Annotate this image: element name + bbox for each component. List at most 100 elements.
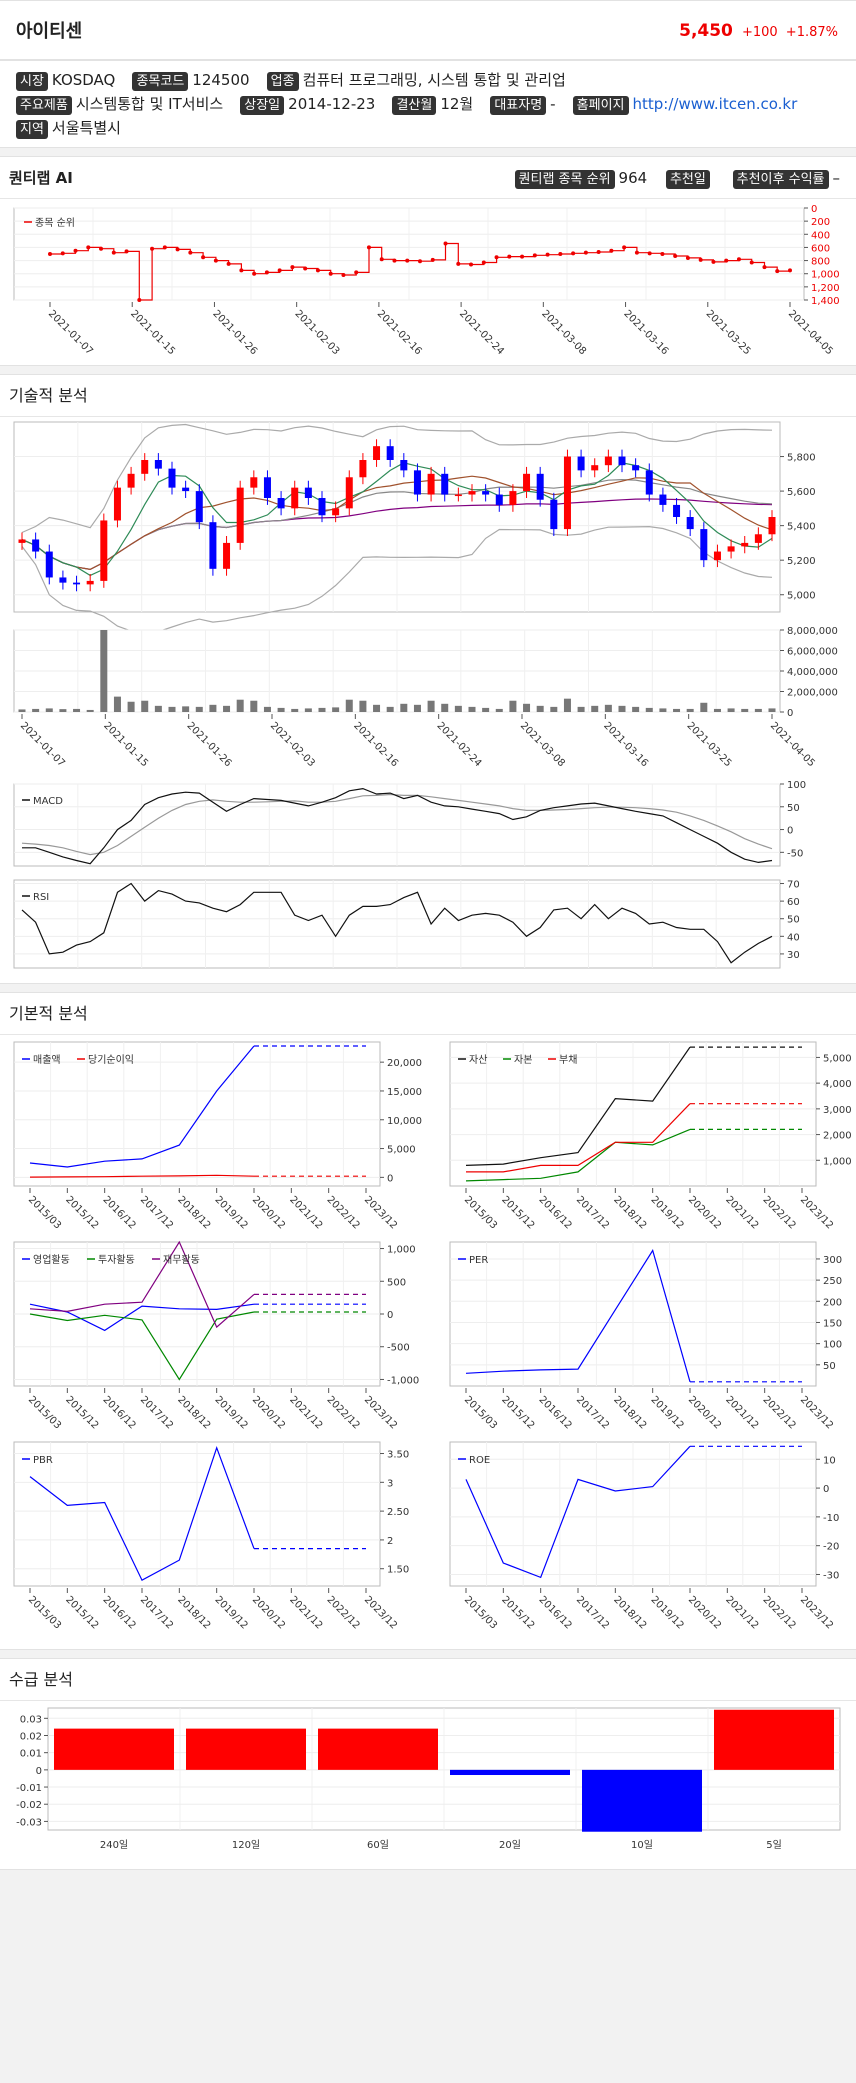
roe-xtick-label: 2020/12 <box>686 1594 723 1631</box>
candle-body <box>250 477 258 488</box>
rank-xtick-label: 2021-01-15 <box>128 308 177 357</box>
price-ytick-label: 5,600 <box>787 487 816 498</box>
macd-line <box>22 787 773 865</box>
volume-ytick-label: 8,000,000 <box>787 626 838 637</box>
volume-bar <box>113 696 121 712</box>
stock-price: 5,450 <box>679 21 733 41</box>
volume-bar <box>304 708 312 712</box>
sales-series-1 <box>29 1174 255 1178</box>
volume-bar <box>468 706 476 712</box>
volume-bar <box>482 707 490 712</box>
return-value: – <box>832 169 841 187</box>
candle-body <box>86 580 94 585</box>
assets-legend-label: 자산 <box>469 1054 487 1066</box>
price-xtick-label: 2021-03-25 <box>685 720 734 769</box>
candle-body <box>263 477 271 498</box>
rank-tag: 퀀티랩 종목 순위 <box>514 170 615 189</box>
rank-point <box>494 255 499 260</box>
supply-bar <box>318 1728 438 1770</box>
per-series-0 <box>465 1249 691 1382</box>
volume-bar <box>32 708 40 712</box>
rsi-ytick-label: 60 <box>787 897 800 908</box>
supply-bar <box>714 1709 834 1770</box>
candle-body <box>645 470 653 495</box>
rank-point <box>443 241 448 246</box>
candle-body <box>59 577 67 583</box>
supply-xtick-label: 120일 <box>232 1839 260 1851</box>
volume-bar <box>263 706 271 712</box>
homepage-link[interactable]: http://www.itcen.co.kr <box>632 95 798 113</box>
volume-bar <box>591 705 599 712</box>
volume-bar <box>700 702 708 712</box>
supply-xtick-label: 240일 <box>100 1839 128 1851</box>
rank-xtick-label: 2021-02-16 <box>375 308 424 357</box>
rank-point <box>788 268 792 273</box>
rank-point <box>341 273 346 278</box>
rank-point <box>226 261 231 266</box>
candle-body <box>345 477 353 509</box>
rank-point <box>188 250 193 255</box>
supply-ytick-label: 0 <box>36 1766 42 1777</box>
candle-body <box>100 520 108 581</box>
rank-point <box>175 247 180 252</box>
cashflow-xtick-label: 2022/12 <box>325 1394 362 1431</box>
ai-header: 퀀티랩 AI 퀀티랩 종목 순위 964 추천일 추천이후 수익률 – <box>0 157 856 199</box>
candle-body <box>32 539 40 552</box>
rank-point <box>124 249 129 254</box>
per-xtick-label: 2016/12 <box>537 1394 574 1431</box>
rank-ytick-label: 800 <box>811 257 830 268</box>
cashflow-legend-label: 영업활동 <box>33 1253 70 1266</box>
rsi-ytick-label: 50 <box>787 915 800 926</box>
assets-series-1 <box>465 1128 691 1182</box>
volume-bar <box>604 704 612 712</box>
per-ytick-label: 250 <box>823 1276 842 1287</box>
volume-bar <box>45 708 53 712</box>
per-xtick-label: 2020/12 <box>686 1394 723 1431</box>
per-legend-label: PER <box>469 1255 488 1266</box>
sales-xtick-label: 2020/12 <box>250 1194 287 1231</box>
supply-ytick-label: 0.03 <box>20 1714 42 1725</box>
roe-ytick-label: 10 <box>823 1455 836 1466</box>
roe-xtick-label: 2016/12 <box>537 1594 574 1631</box>
rank-point <box>239 268 244 273</box>
roe-xtick-label: 2018/12 <box>611 1594 648 1631</box>
candle-body <box>113 487 121 521</box>
supply-header: 수급 분석 <box>0 1659 856 1701</box>
assets-xtick-label: 2021/12 <box>723 1194 760 1231</box>
candle-body <box>413 470 421 495</box>
homepage-tag: 홈페이지 <box>572 96 629 115</box>
assets-ytick-label: 3,000 <box>823 1105 852 1116</box>
supply-bar <box>54 1728 174 1770</box>
candle-body <box>727 546 735 552</box>
volume-bar <box>386 706 394 712</box>
roe-ytick-label: 0 <box>823 1484 829 1495</box>
rank-point <box>303 266 308 271</box>
info-row-1: 시장 KOSDAQ 종목코드 124500 업종 컴퓨터 프로그래밍, 시스템 통합 … <box>16 69 578 91</box>
candle-body <box>332 508 340 516</box>
volume-ytick-label: 6,000,000 <box>787 647 838 658</box>
sales-ytick-label: 5,000 <box>387 1145 416 1156</box>
volume-bar <box>250 700 258 712</box>
sales-legend-label: 매출액 <box>33 1054 61 1066</box>
sales-xtick-label: 2023/12 <box>362 1194 399 1231</box>
volume-bar <box>168 706 176 712</box>
rank-ytick-label: 1,000 <box>811 270 840 281</box>
cashflow-xtick-label: 2016/12 <box>101 1394 138 1431</box>
pbr-series-0 <box>29 1445 255 1582</box>
rank-point <box>634 250 639 255</box>
roe-xtick-label: 2021/12 <box>723 1594 760 1631</box>
rank-point <box>137 298 142 302</box>
candle-body <box>141 460 149 474</box>
return-tag: 추천이후 수익률 <box>732 170 829 189</box>
roe-xtick-label: 2017/12 <box>574 1594 611 1631</box>
rank-point <box>596 250 601 255</box>
rank-xtick-label: 2021-03-08 <box>539 308 588 357</box>
price-ytick-label: 5,200 <box>787 556 816 567</box>
candle-body <box>427 473 435 495</box>
pbr-xtick-label: 2023/12 <box>362 1594 399 1631</box>
rank-point <box>545 252 550 257</box>
rank-point <box>201 255 206 260</box>
sales-ytick-label: 15,000 <box>387 1087 422 1098</box>
price-ytick-label: 5,400 <box>787 522 816 533</box>
rank-point <box>749 260 754 265</box>
